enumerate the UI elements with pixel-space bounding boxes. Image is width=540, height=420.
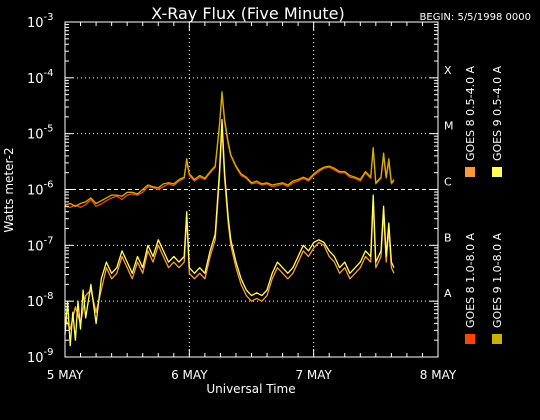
legend-label-4: GOES 9 0.5-4.0 A (491, 65, 504, 161)
grid-lines (65, 22, 438, 357)
legend-label-2: GOES 8 0.5-4.0 A (464, 65, 477, 161)
class-label-a: A (444, 287, 452, 300)
series-line-3 (64, 91, 395, 207)
y-tick-label: 10-6 (27, 180, 54, 199)
y-tick-base: 10 (27, 72, 44, 87)
begin-label: BEGIN: 5/5/1998 0000 (420, 12, 531, 23)
y-tick-label: 10-7 (27, 235, 54, 254)
y-tick-base: 10 (27, 351, 44, 366)
x-tick-label: 5 MAY (47, 368, 84, 382)
y-tick-exponent: -8 (44, 291, 54, 302)
y-tick-base: 10 (27, 295, 44, 310)
y-tick-label: 10-5 (27, 124, 54, 143)
y-tick-exponent: -6 (44, 180, 54, 191)
x-tick-label: 6 MAY (171, 368, 208, 382)
y-tick-exponent: -4 (44, 68, 54, 79)
legend-swatch-1 (465, 334, 475, 344)
class-label-m: M (444, 120, 454, 133)
legend-label-3: GOES 9 1.0-8.0 A (491, 232, 504, 328)
y-tick-label: 10-4 (27, 68, 54, 87)
legend-label-1: GOES 8 1.0-8.0 A (464, 232, 477, 328)
legend-swatch-3 (492, 334, 502, 344)
class-label-b: B (444, 231, 452, 244)
y-tick-base: 10 (27, 16, 44, 31)
x-axis-label: Universal Time (206, 382, 295, 396)
y-axis-label: Watts meter-2 (2, 147, 16, 232)
y-tick-label: 10-8 (27, 291, 54, 310)
y-tick-exponent: -3 (44, 12, 54, 23)
x-tick-label: 7 MAY (295, 368, 332, 382)
y-tick-base: 10 (27, 128, 44, 143)
legend-swatch-2 (465, 167, 475, 177)
y-tick-base: 10 (27, 239, 44, 254)
series-layer (64, 91, 395, 347)
class-label-c: C (444, 176, 452, 189)
y-tick-label: 10-9 (27, 347, 54, 366)
y-tick-exponent: -7 (44, 235, 54, 246)
y-tick-exponent: -9 (44, 347, 54, 358)
y-tick-label: 10-3 (27, 12, 54, 31)
series-line-2 (64, 127, 395, 330)
y-tick-base: 10 (27, 184, 44, 199)
x-tick-label: 8 MAY (420, 368, 457, 382)
legend: GOES 8 1.0-8.0 A GOES 8 0.5-4.0 A GOES 9 1… (464, 65, 504, 344)
series-line-4 (64, 119, 395, 347)
class-label-x: X (444, 64, 452, 77)
legend-swatch-4 (492, 167, 502, 177)
y-tick-exponent: -5 (44, 124, 54, 135)
chart-title: X-Ray Flux (Five Minute) (151, 4, 344, 23)
